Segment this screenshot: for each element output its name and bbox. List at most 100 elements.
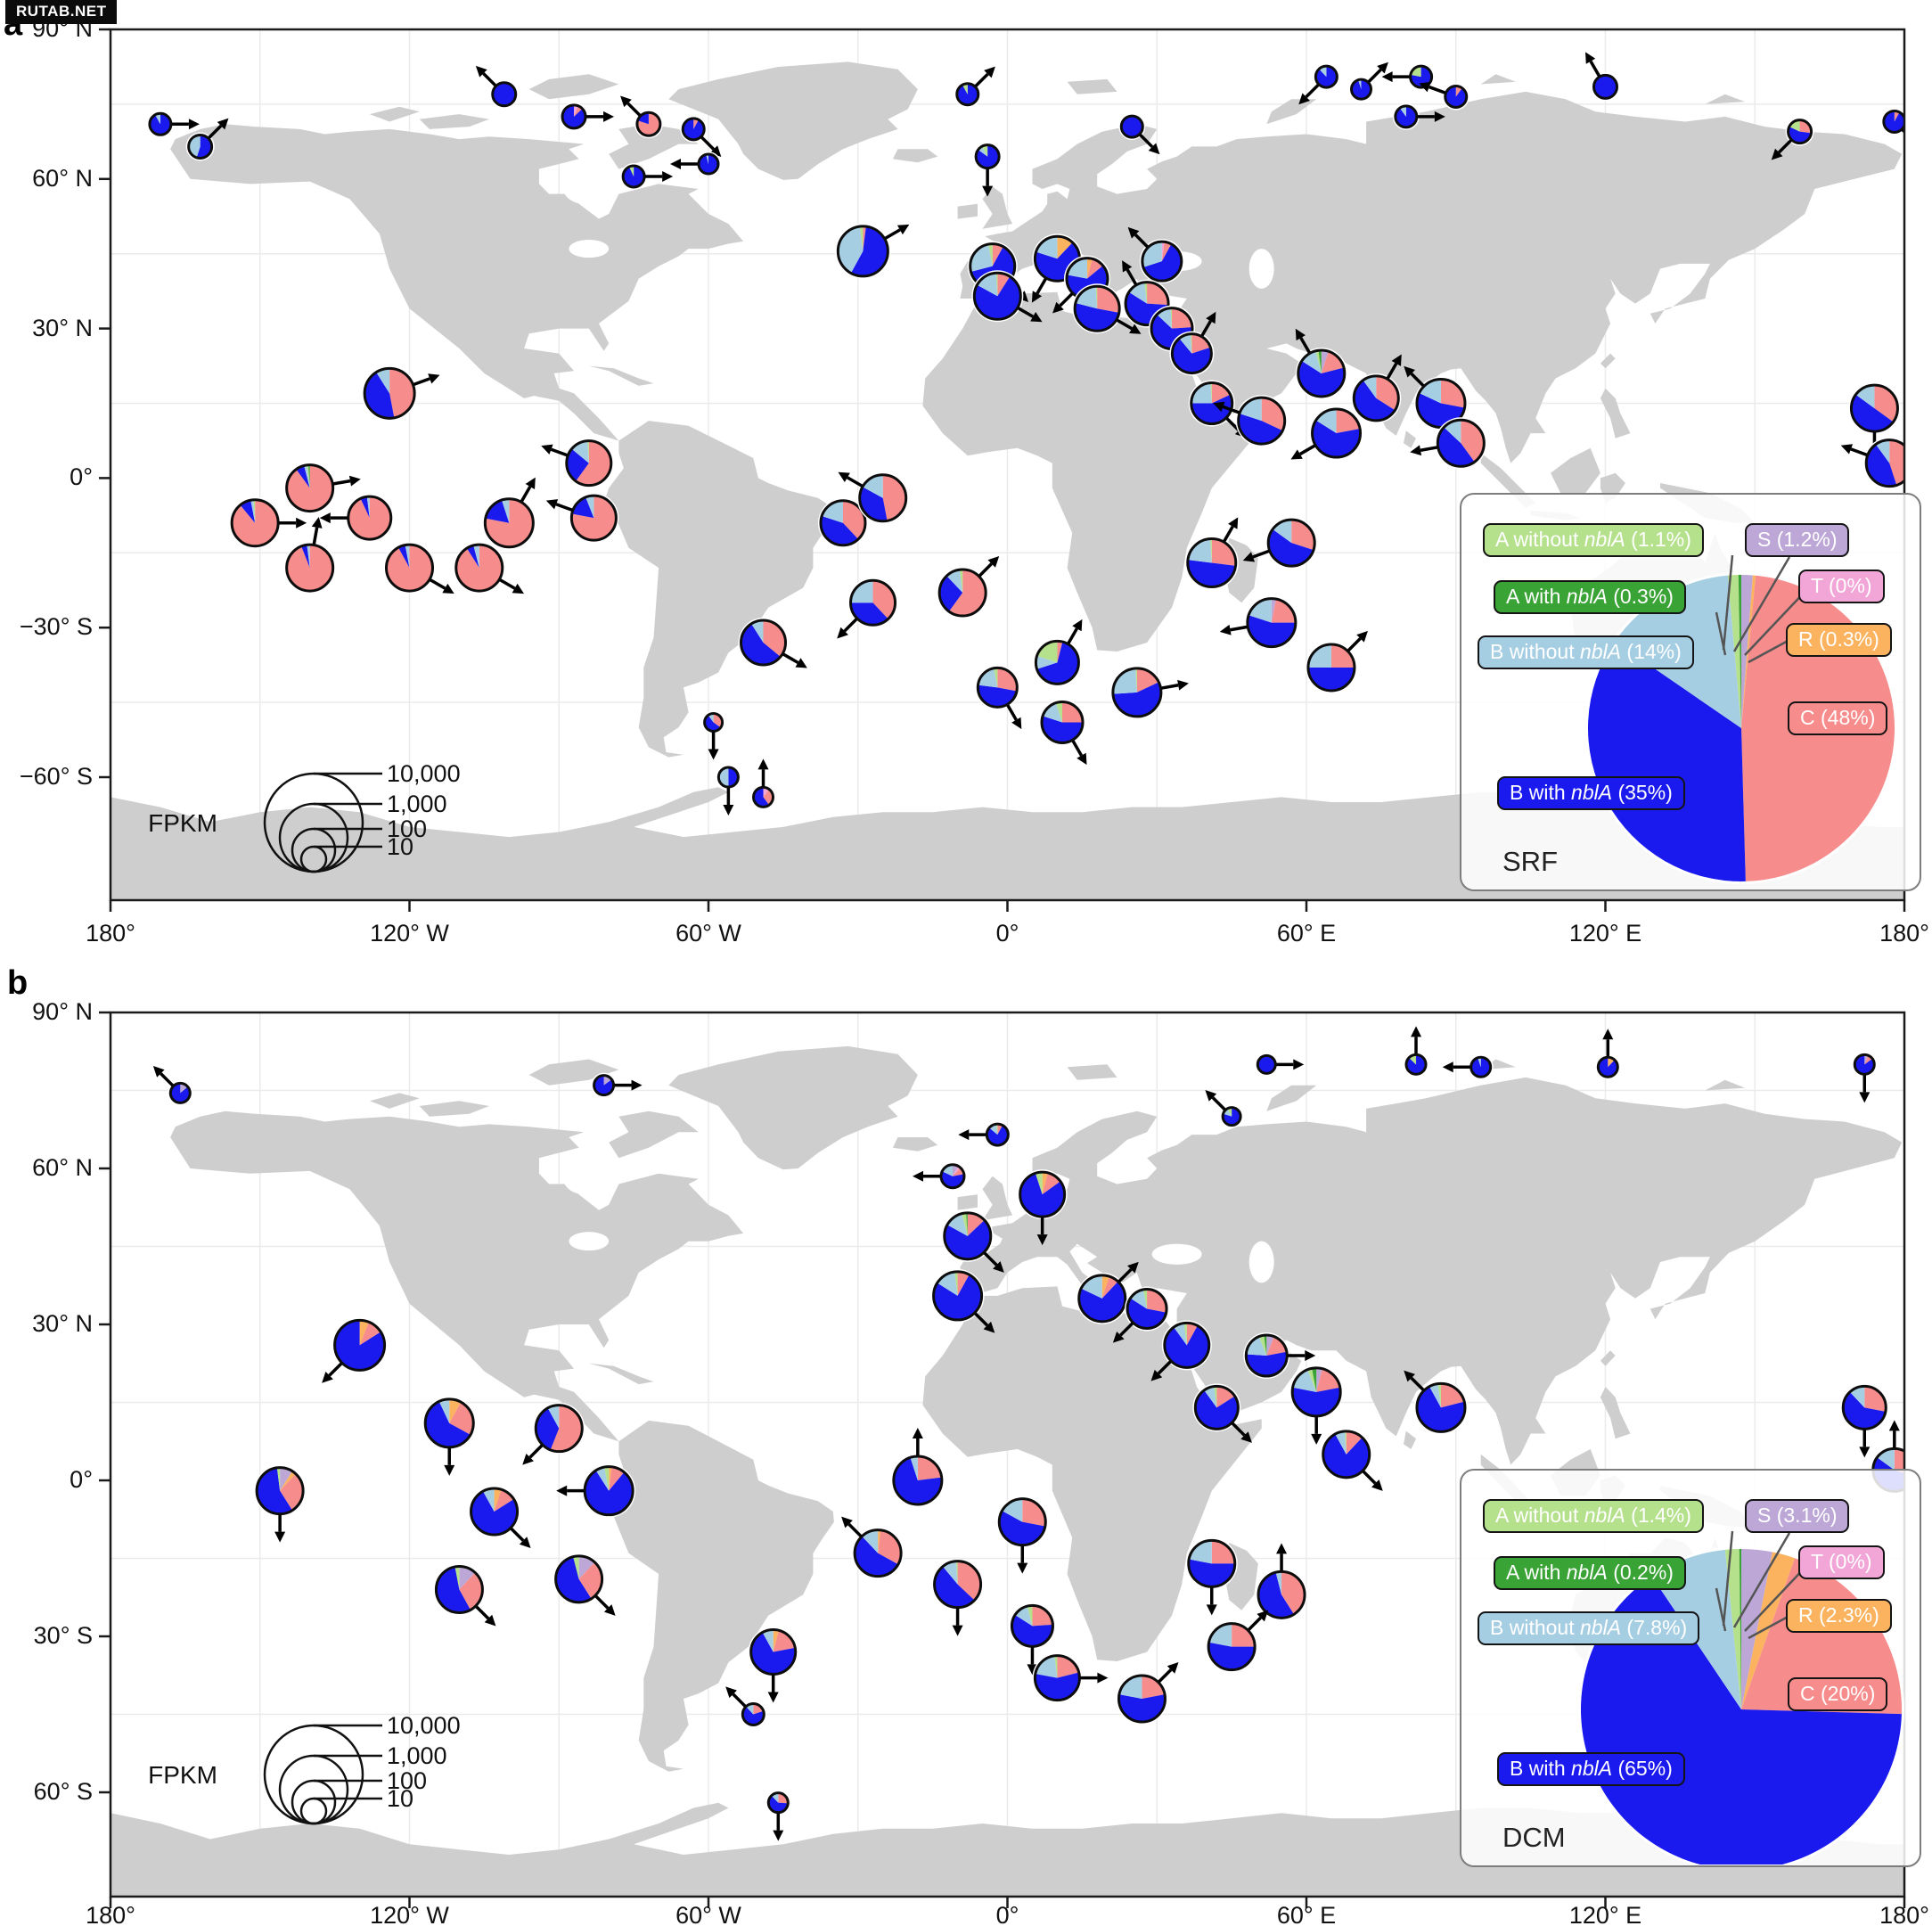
land-shape (609, 1111, 699, 1159)
x-tick-label: 180° (1879, 1902, 1929, 1926)
station-arrow (430, 578, 446, 590)
pie-slice-bw (1351, 79, 1371, 100)
pie-slice-bo (595, 1467, 610, 1491)
x-tick-label: 120° E (1568, 1902, 1642, 1926)
station-arrowhead (556, 1485, 568, 1496)
pie-slice-bo (1179, 333, 1192, 354)
pie-outline (955, 82, 980, 107)
pie-outline (892, 1455, 944, 1506)
pie-slice-c (1799, 119, 1812, 134)
station-pie (522, 1402, 585, 1465)
land-shape (892, 1137, 938, 1152)
pie-slice-r (449, 1398, 462, 1423)
pie-outline (974, 143, 1001, 170)
station-arrowhead (1228, 517, 1239, 529)
pie-slice-c (1894, 1448, 1904, 1473)
station-pie (912, 1161, 967, 1191)
pie-outline (1124, 281, 1170, 327)
station-pie (765, 1790, 791, 1841)
pie-slice-r (494, 1488, 502, 1512)
pie-slice-ao (994, 668, 998, 688)
station-arrow (520, 486, 532, 503)
pie-slice-bw (742, 1706, 765, 1725)
station-arrow (974, 1312, 989, 1327)
station-pie (841, 1516, 905, 1579)
pie-slice-ao (1345, 1430, 1347, 1455)
fpkm-legend-title-dcm: FPKM (148, 1761, 217, 1789)
pie-slice-bo (1142, 242, 1162, 267)
pie-slice-bw (1298, 361, 1345, 397)
land-shape (1650, 1246, 1731, 1320)
station-pies (152, 1026, 1904, 1841)
fpkm-size-label: 10 (387, 1785, 414, 1812)
legend-pill-bw: B with nblA (35%) (1497, 776, 1685, 810)
land-shape (369, 1093, 420, 1109)
pie-slice-s (1741, 1549, 1772, 1709)
pie-slice-ao (1789, 119, 1800, 132)
station-arrow (1211, 1096, 1226, 1111)
pie-outline (932, 1270, 984, 1322)
station-arrow (978, 562, 993, 578)
station-arrow (510, 1527, 525, 1542)
pie-slice-bo (501, 498, 510, 523)
pie-outline (858, 473, 908, 523)
pie-slice-bw (471, 1491, 518, 1535)
station-pie (468, 1486, 531, 1549)
pie-slice-bw (1246, 1351, 1288, 1377)
pie-outline (285, 463, 335, 513)
pie-slice-c (997, 273, 1011, 297)
pie-slice-c (1232, 1623, 1256, 1647)
station-pie (975, 665, 1022, 730)
pie-slice-ao (859, 225, 864, 251)
pie-slice-bw (978, 684, 1017, 708)
pie-slice-bw (1312, 420, 1361, 458)
station-arrow (160, 1072, 175, 1087)
pie-slice-ao (1144, 282, 1148, 304)
legend-leader-line (1722, 1530, 1734, 1627)
station-pie (1256, 1543, 1308, 1621)
pie-outline (1186, 537, 1238, 588)
pie-slice-bw (637, 112, 649, 125)
station-arrowhead (1177, 679, 1189, 691)
station-pie (971, 270, 1043, 323)
pie-slice-c (842, 500, 865, 539)
pie-slice-bo (1081, 1274, 1102, 1299)
station-arrowhead (1298, 93, 1310, 105)
station-arrowhead (1859, 1092, 1871, 1103)
pie-outline (1237, 396, 1287, 446)
station-arrow (1410, 1376, 1425, 1391)
pie-slice-c (1147, 1289, 1167, 1313)
pie-slice-bo (376, 368, 390, 394)
pie-slice-bw (1581, 1576, 1902, 1865)
station-pie (1442, 1054, 1494, 1080)
station-pie (1192, 1383, 1252, 1443)
pie-outline (454, 543, 504, 593)
station-pie (750, 758, 776, 810)
pie-slice-c (459, 1572, 483, 1610)
pie-slice-bo (838, 226, 864, 274)
y-tick-label: 60° N (32, 164, 93, 192)
station-arrowhead (1276, 1543, 1288, 1554)
station-pie (748, 1627, 798, 1703)
pie-slice-bw (1112, 682, 1161, 717)
pie-slice-bo (1248, 598, 1272, 623)
station-arrow (1305, 84, 1320, 99)
land-shape (1709, 1204, 1725, 1242)
pie-slice-c (1291, 520, 1315, 551)
station-arrowhead (296, 517, 307, 529)
pie-slice-bw (1195, 1389, 1239, 1430)
station-arrow (1200, 320, 1212, 337)
pie-slice-bo (473, 545, 479, 569)
station-arrow (1225, 417, 1240, 432)
pie-slice-ao (1437, 1383, 1441, 1408)
pie-slice-aw (1312, 1367, 1317, 1392)
pie-outline (1350, 78, 1373, 101)
pie-slice-bo (438, 1398, 450, 1423)
x-tick-label: 120° E (1568, 920, 1642, 947)
station-pie (362, 365, 440, 422)
station-arrowhead (322, 1372, 333, 1383)
pie-slice-bo (1363, 375, 1377, 398)
pie-slice-c (1032, 1605, 1053, 1627)
station-arrowhead (631, 1079, 643, 1091)
pie-slice-bo (1429, 1383, 1441, 1408)
